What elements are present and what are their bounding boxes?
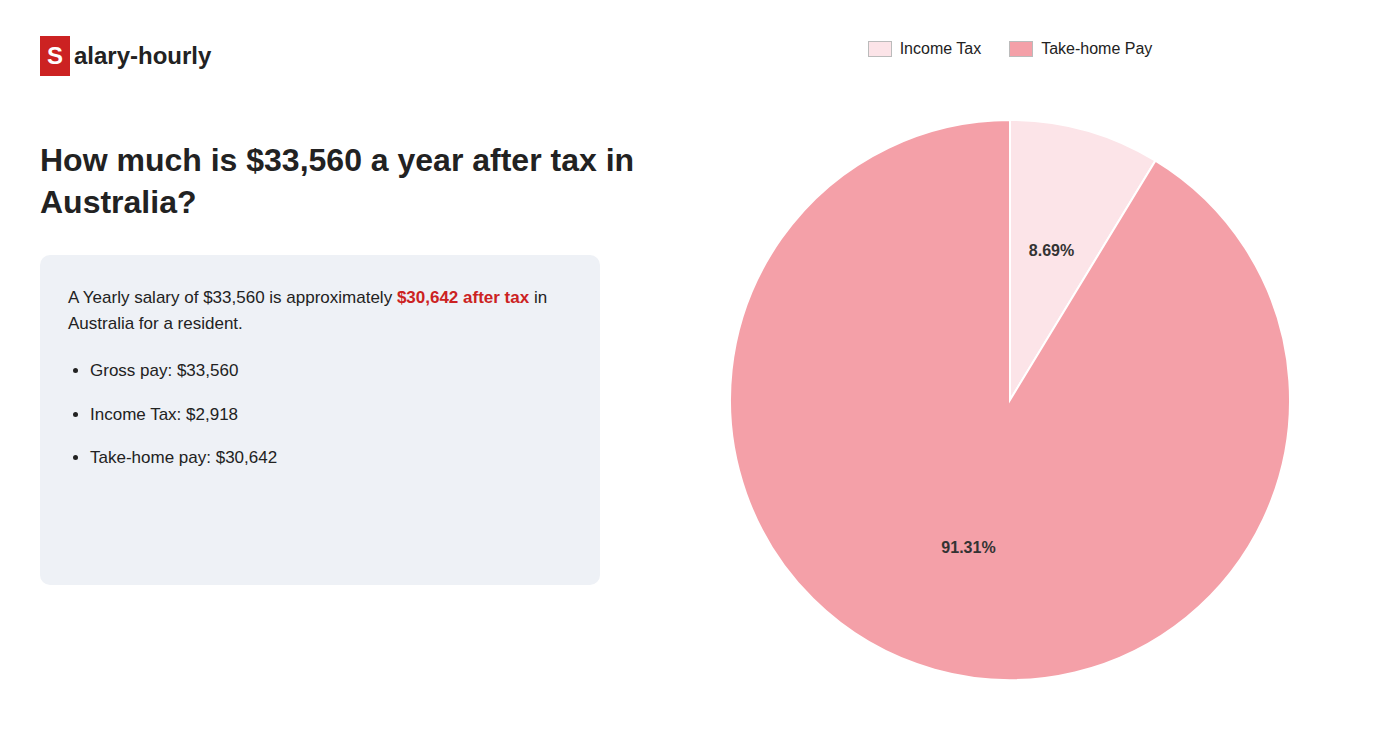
legend-swatch — [1009, 41, 1033, 57]
bullet-list: Gross pay: $33,560 Income Tax: $2,918 Take… — [68, 358, 572, 471]
info-box: A Yearly salary of $33,560 is approximat… — [40, 255, 600, 585]
title: How much is $33,560 a year after tax in … — [40, 140, 650, 223]
legend-label: Income Tax — [900, 40, 982, 58]
data-label: 8.69% — [1029, 242, 1074, 259]
bullet-item: Take-home pay: $30,642 — [90, 445, 572, 471]
legend-swatch — [868, 41, 892, 57]
pie-panel: Income Tax Take-home Pay 8.69% 91.31% — [660, 0, 1360, 750]
bullet-item: Gross pay: $33,560 — [90, 358, 572, 384]
summary-text: A Yearly salary of $33,560 is approximat… — [68, 288, 397, 307]
legend-item: Income Tax — [868, 40, 982, 58]
data-labels: 8.69% 91.31% — [941, 242, 1074, 556]
summary-line: Australia for a resident. — [68, 311, 572, 337]
data-label: 91.31% — [941, 539, 995, 556]
slices — [730, 120, 1290, 680]
legend: Income Tax Take-home Pay — [660, 40, 1360, 58]
summary-line: A Yearly salary of $33,560 is approximat… — [68, 285, 572, 311]
logo: Salary-hourly — [40, 36, 211, 76]
pie-chart: 8.69% 91.31% — [660, 90, 1360, 710]
summary-text: $30,642 after tax — [397, 288, 529, 307]
logo-text: alary-hourly — [74, 42, 211, 70]
bullet-item: Income Tax: $2,918 — [90, 402, 572, 428]
legend-label: Take-home Pay — [1041, 40, 1152, 58]
legend-item: Take-home Pay — [1009, 40, 1152, 58]
logo-mark: S — [40, 36, 70, 76]
summary-text: in — [529, 288, 547, 307]
pie-slice — [730, 120, 1290, 680]
text-panel: Salary-hourly How much is $33,560 a year … — [0, 0, 672, 750]
